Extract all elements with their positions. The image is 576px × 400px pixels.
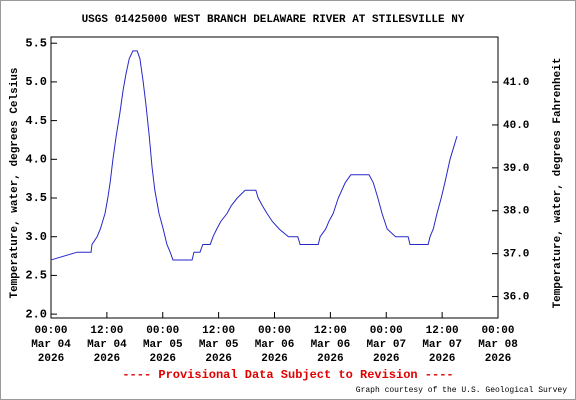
- y2-tick-label: 37.0: [503, 249, 529, 261]
- y-tick-label: 2.0: [25, 307, 47, 321]
- provisional-notice: ---- Provisional Data Subject to Revisio…: [122, 368, 453, 382]
- y2-axis-label: Temperature, water, degrees Fahrenheit: [552, 58, 564, 309]
- y2-tick-label: 36.0: [503, 291, 529, 303]
- x-tick-label: 00:00 Mar 04 2026: [31, 325, 71, 365]
- y2-tick-label: 41.0: [503, 77, 529, 89]
- x-tick-label: 00:00 Mar 07 2026: [366, 325, 406, 365]
- x-tick-label: 00:00 Mar 05 2026: [143, 325, 183, 365]
- x-tick-label: 12:00 Mar 04 2026: [87, 325, 127, 365]
- data-line: [50, 50, 458, 261]
- y-tick-label: 3.0: [25, 230, 47, 244]
- chart-title: USGS 01425000 WEST BRANCH DELAWARE RIVER…: [82, 14, 465, 26]
- y-axis-label: Temperature, water, degrees Celsius: [9, 67, 21, 298]
- y-tick-label: 3.5: [25, 191, 47, 205]
- x-tick-label: 12:00 Mar 07 2026: [422, 325, 462, 365]
- y-tick-label: 5.5: [25, 36, 47, 50]
- y-tick-label: 2.5: [25, 269, 47, 283]
- y-tick-label: 5.0: [25, 75, 47, 89]
- y-tick-label: 4.0: [25, 152, 47, 166]
- x-tick-label: 00:00 Mar 06 2026: [255, 325, 295, 365]
- credit: Graph courtesy of the U.S. Geological Su…: [356, 386, 567, 395]
- y2-tick-label: 40.0: [503, 120, 529, 132]
- y-tick-label: 4.5: [25, 114, 47, 128]
- x-tick-label: 12:00 Mar 05 2026: [199, 325, 239, 365]
- y2-tick-label: 38.0: [503, 206, 529, 218]
- x-tick-label: 12:00 Mar 06 2026: [311, 325, 351, 365]
- y2-tick-label: 39.0: [503, 163, 529, 175]
- x-tick-label: 00:00 Mar 08 2026: [478, 325, 518, 365]
